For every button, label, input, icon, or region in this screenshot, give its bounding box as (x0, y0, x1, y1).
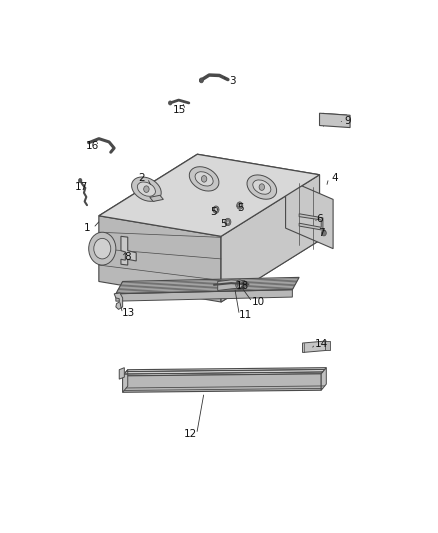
Ellipse shape (253, 180, 271, 194)
Text: 5: 5 (210, 207, 217, 217)
Text: 5: 5 (237, 203, 244, 213)
Text: 17: 17 (74, 182, 88, 192)
Circle shape (201, 175, 207, 182)
Circle shape (237, 282, 242, 288)
Polygon shape (218, 280, 245, 290)
Circle shape (78, 179, 82, 183)
Text: 15: 15 (173, 105, 186, 115)
Polygon shape (221, 175, 320, 302)
Polygon shape (99, 216, 221, 302)
Polygon shape (99, 154, 320, 236)
Text: 8: 8 (124, 252, 131, 262)
Circle shape (169, 101, 172, 105)
Text: 13: 13 (122, 309, 135, 319)
Polygon shape (99, 154, 320, 236)
Circle shape (226, 220, 230, 224)
Circle shape (321, 230, 326, 236)
Text: 11: 11 (239, 310, 252, 320)
Circle shape (213, 206, 219, 213)
Ellipse shape (189, 167, 219, 191)
Ellipse shape (247, 175, 277, 199)
Text: 3: 3 (230, 76, 236, 86)
Polygon shape (150, 195, 163, 201)
Circle shape (259, 184, 265, 190)
Circle shape (238, 204, 241, 207)
Text: 6: 6 (316, 214, 323, 224)
Circle shape (236, 280, 244, 290)
Polygon shape (121, 236, 136, 265)
Polygon shape (119, 368, 124, 379)
Text: 9: 9 (344, 116, 351, 126)
Circle shape (225, 219, 231, 225)
Polygon shape (116, 277, 299, 294)
Ellipse shape (131, 177, 161, 201)
Polygon shape (303, 341, 326, 352)
Circle shape (94, 238, 111, 259)
Polygon shape (325, 341, 330, 350)
Ellipse shape (195, 172, 213, 186)
Text: 1: 1 (84, 223, 90, 233)
Text: 10: 10 (252, 297, 265, 307)
Text: 2: 2 (138, 173, 145, 183)
Polygon shape (321, 368, 326, 390)
Polygon shape (123, 370, 128, 392)
Circle shape (88, 232, 116, 265)
Polygon shape (286, 179, 333, 248)
Circle shape (144, 186, 149, 192)
Text: 14: 14 (314, 339, 328, 349)
Polygon shape (123, 374, 321, 392)
Text: 12: 12 (184, 429, 197, 439)
Polygon shape (221, 175, 320, 302)
Text: 16: 16 (86, 141, 99, 151)
Polygon shape (123, 368, 326, 376)
Polygon shape (114, 293, 123, 309)
Text: 7: 7 (318, 228, 325, 238)
Circle shape (237, 202, 243, 209)
Ellipse shape (138, 182, 155, 196)
Text: 18: 18 (236, 281, 249, 292)
Circle shape (199, 78, 203, 83)
Text: 4: 4 (332, 173, 338, 183)
Circle shape (214, 207, 218, 212)
Polygon shape (299, 214, 323, 230)
Polygon shape (320, 113, 350, 127)
Polygon shape (116, 290, 293, 301)
Text: 5: 5 (220, 219, 227, 229)
